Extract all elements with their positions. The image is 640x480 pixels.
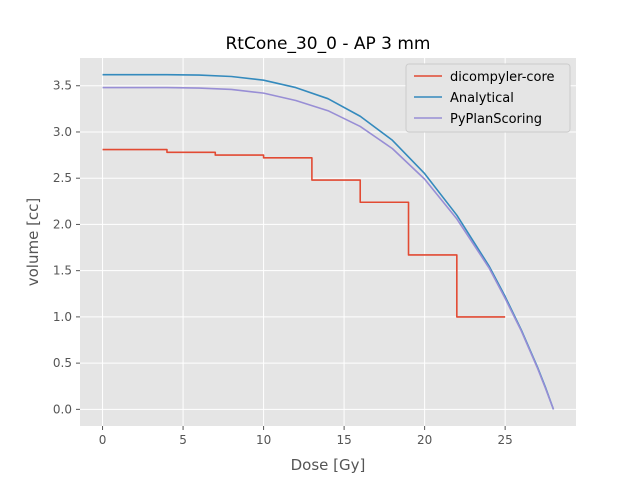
x-axis-ticks: 0 5 10 15 20 25: [99, 426, 513, 447]
series-line-pyplanscoring: [102, 86, 555, 410]
y-tick-label: 3.0: [53, 125, 72, 139]
y-tick-label: 1.5: [53, 264, 72, 278]
grid: [80, 58, 576, 426]
y-axis-label: volume [cc]: [24, 198, 42, 287]
series-group: [102, 73, 555, 410]
chart-title: RtCone_30_0 - AP 3 mm: [226, 34, 431, 54]
y-tick-label: 1.0: [53, 310, 72, 324]
x-tick-label: 15: [336, 433, 351, 447]
y-tick-label: 0.5: [53, 356, 72, 370]
legend-label-analytical: Analytical: [450, 91, 514, 106]
x-tick-label: 0: [99, 433, 107, 447]
legend-frame: [405, 63, 571, 133]
legend: dicompyler-core Analytical PyPlanScoring: [405, 63, 571, 133]
y-tick-label: 2.0: [53, 217, 72, 231]
y-tick-label: 0.0: [53, 402, 72, 416]
y-tick-label: 2.5: [53, 171, 72, 185]
x-tick-label: 10: [256, 433, 271, 447]
x-tick-label: 20: [417, 433, 432, 447]
y-axis-ticks: 0.0 0.5 1.0 1.5 2.0 2.5 3.0 3.5: [53, 79, 80, 416]
x-tick-label: 25: [498, 433, 513, 447]
x-tick-label: 5: [179, 433, 187, 447]
legend-label-pyplanscoring: PyPlanScoring: [450, 112, 542, 127]
y-tick-label: 3.5: [53, 79, 72, 93]
legend-label-dicompyler-core: dicompyler-core: [450, 70, 555, 85]
series-line-dicompyler-core: [102, 148, 506, 318]
x-axis-label: Dose [Gy]: [291, 456, 366, 474]
